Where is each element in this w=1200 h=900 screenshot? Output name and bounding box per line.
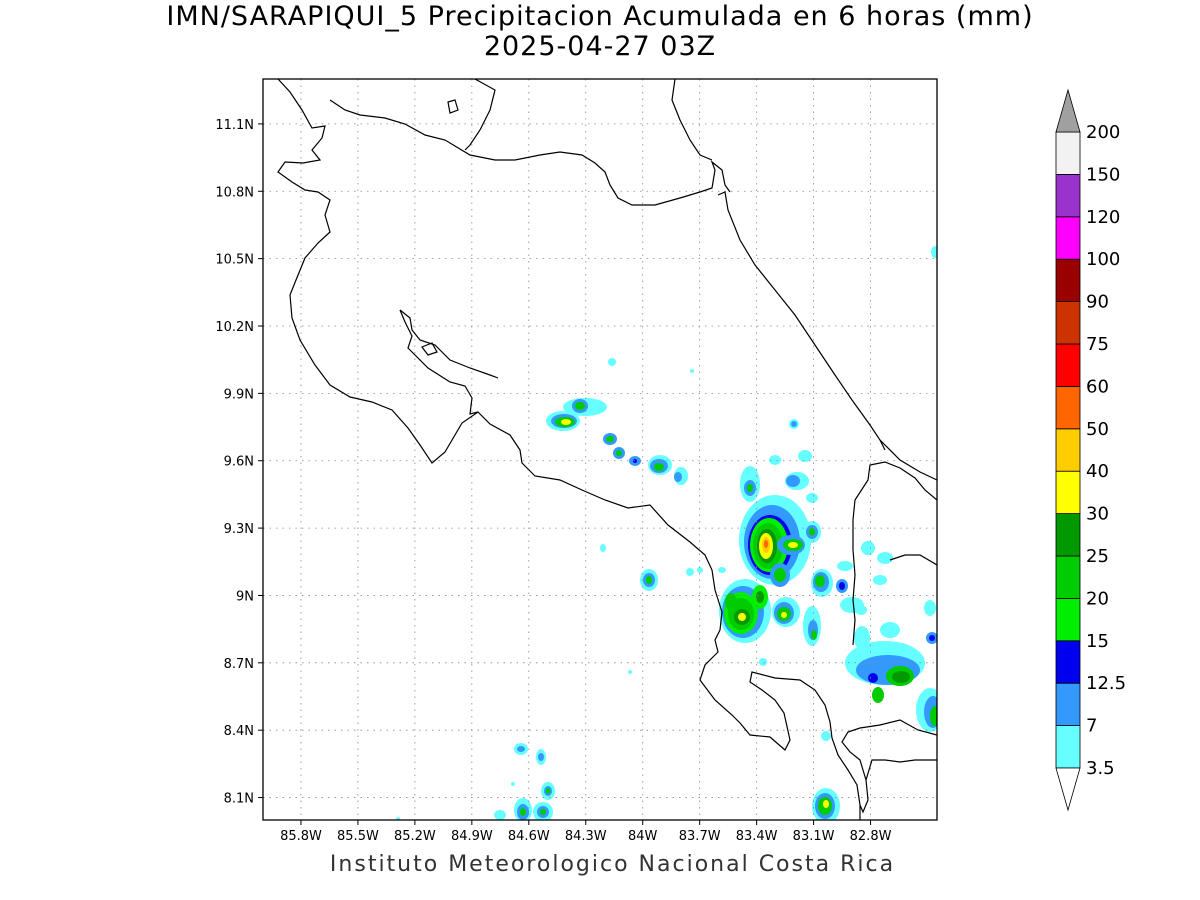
map-frame <box>262 78 938 821</box>
legend-level-label: 12.5 <box>1086 673 1126 694</box>
legend-arrow-bottom <box>1055 767 1081 812</box>
legend-swatch <box>1055 131 1081 175</box>
footer-credit: Instituto Meteorologico Nacional Costa R… <box>329 852 896 877</box>
y-tick-label: 10.5N <box>215 253 254 268</box>
legend-level-label: 75 <box>1086 334 1109 355</box>
legend-level-label: 120 <box>1086 207 1120 228</box>
x-tick-label: 85.5W <box>337 829 379 844</box>
x-tick-label: 84.3W <box>565 829 607 844</box>
legend-swatch <box>1055 216 1081 260</box>
legend-arrow-top <box>1055 88 1081 133</box>
y-tick-label: 9.3N <box>224 522 254 537</box>
legend-swatch <box>1055 428 1081 472</box>
legend-level-label: 7 <box>1086 716 1097 737</box>
x-tick-label: 83.7W <box>679 829 721 844</box>
legend-level-label: 200 <box>1086 122 1120 143</box>
precip-cell-south <box>396 743 840 820</box>
precip-cell-nw1 <box>546 411 580 431</box>
y-axis-ticks: 11.1N 10.8N 10.5N 10.2N 9.9N 9.6N 9.3N 9N 8.7N 8.… <box>215 118 263 807</box>
x-tick-label: 82.8W <box>850 829 892 844</box>
legend-level-label: 15 <box>1086 631 1109 652</box>
x-tick-label: 83.4W <box>736 829 778 844</box>
y-tick-label: 8.1N <box>224 792 254 807</box>
y-tick-label: 9N <box>236 589 254 604</box>
y-tick-label: 8.7N <box>224 657 254 672</box>
page-title: IMN/SARAPIQUI_5 Precipitacion Acumulada … <box>166 1 1034 32</box>
legend-level-label: 20 <box>1086 588 1109 609</box>
legend-swatch <box>1055 258 1081 303</box>
y-tick-label: 9.9N <box>224 387 254 402</box>
y-tick-label: 11.1N <box>215 118 254 133</box>
legend-level-label: 30 <box>1086 504 1109 525</box>
legend-swatch <box>1055 385 1081 430</box>
legend-swatch <box>1055 598 1081 642</box>
coastlines <box>277 79 937 820</box>
legend-swatch <box>1055 555 1081 599</box>
legend-swatch <box>1055 301 1081 345</box>
legend-swatch <box>1055 725 1081 769</box>
x-tick-label: 83.1W <box>793 829 835 844</box>
page-subtitle: 2025-04-27 03Z <box>483 31 717 62</box>
y-tick-label: 10.8N <box>215 185 254 200</box>
precip-cell-central <box>739 419 821 587</box>
legend-level-label: 40 <box>1086 461 1109 482</box>
x-tick-label: 85.8W <box>280 829 322 844</box>
legend-level-label: 25 <box>1086 546 1109 567</box>
legend-level-label: 100 <box>1086 249 1120 270</box>
precipitation-layer <box>396 246 937 820</box>
x-tick-label: 84.6W <box>508 829 550 844</box>
legend-level-label: 3.5 <box>1086 758 1115 779</box>
legend-level-label: 50 <box>1086 419 1109 440</box>
legend-swatch <box>1055 640 1081 684</box>
precip-cell-se <box>759 246 937 741</box>
x-tick-label: 85.2W <box>394 829 436 844</box>
precip-cell-nw2 <box>563 398 607 416</box>
legend-swatch <box>1055 470 1081 515</box>
y-tick-label: 8.4N <box>224 724 254 739</box>
map-area <box>263 79 937 820</box>
precip-cell-pacific <box>719 541 893 646</box>
color-legend: 3.5 7 12.5 15 20 25 30 40 50 60 75 90 100 120 150 200 <box>1055 88 1126 812</box>
y-tick-label: 9.6N <box>224 455 254 470</box>
legend-swatch <box>1055 682 1081 727</box>
legend-swatch <box>1055 343 1081 387</box>
graticule <box>263 79 937 820</box>
legend-level-label: 90 <box>1086 292 1109 313</box>
y-tick-label: 10.2N <box>215 320 254 335</box>
x-axis-ticks: 85.8W 85.5W 85.2W 84.9W 84.6W 84.3W 84W 83.7W 83… <box>280 820 892 844</box>
legend-swatch <box>1055 173 1081 218</box>
legend-level-label: 150 <box>1086 164 1120 185</box>
legend-swatch <box>1055 513 1081 557</box>
legend-level-label: 60 <box>1086 376 1109 397</box>
x-tick-label: 84W <box>628 829 658 844</box>
x-tick-label: 84.9W <box>451 829 493 844</box>
